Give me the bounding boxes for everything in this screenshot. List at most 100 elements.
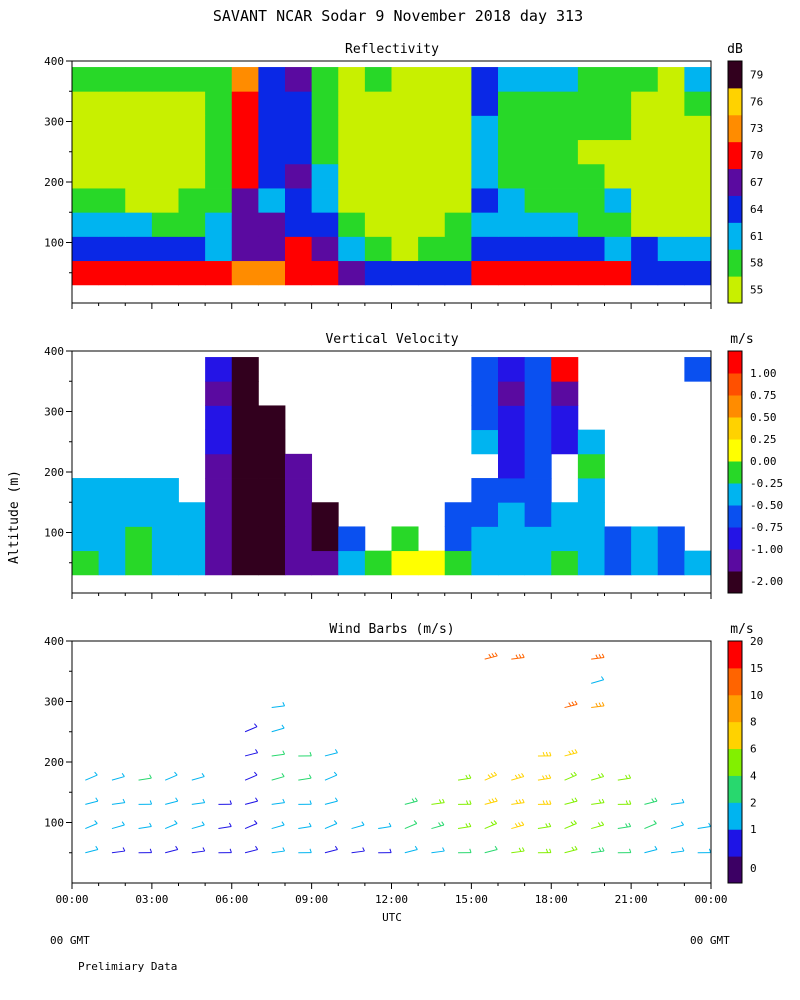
heatmap-cell — [498, 139, 526, 165]
colorbar-segment — [728, 748, 742, 776]
heatmap-cell — [258, 526, 286, 552]
barb-shaft — [644, 823, 657, 830]
heatmap-cell — [205, 453, 233, 479]
wind-barb — [191, 847, 206, 854]
heatmap-cell — [418, 139, 446, 165]
barb-flag — [625, 774, 628, 779]
heatmap-cell — [151, 91, 179, 116]
heatmap-cell — [524, 115, 552, 141]
wind-barb — [591, 798, 605, 805]
wind-barb — [511, 847, 525, 854]
heatmap-cell — [524, 67, 552, 92]
heatmap-cell — [604, 139, 632, 165]
heatmap-cell — [205, 429, 233, 455]
colorbar-label: 76 — [750, 95, 763, 108]
barb-flag — [518, 847, 522, 852]
y-tick-label: 400 — [44, 55, 64, 68]
barb-flag — [521, 821, 525, 826]
wind-barb — [324, 797, 338, 805]
heatmap-cell — [577, 550, 605, 576]
barb-flag — [468, 774, 472, 779]
vertical-velocity-colorbar: -2.00 -1.00 -0.75 -0.50 -0.25 0.00 0.25 0.50 0.7… — [727, 350, 783, 594]
heatmap-cell — [205, 139, 233, 165]
x-tick-label: 03:00 — [135, 893, 168, 906]
heatmap-cell — [577, 478, 605, 503]
heatmap-cell — [471, 502, 499, 527]
barb-shaft — [191, 824, 205, 830]
heatmap-cell — [151, 188, 179, 213]
heatmap-cell — [444, 188, 472, 213]
heatmap-cell — [498, 163, 526, 189]
wind-barb — [244, 845, 259, 854]
heatmap-cell — [338, 188, 366, 213]
colorbar-label: 15 — [750, 662, 763, 675]
colorbar-label: 0 — [750, 862, 757, 875]
barb-flag — [571, 846, 575, 851]
barb-flag — [549, 751, 552, 756]
heatmap-cell — [205, 163, 233, 189]
barb-flag — [601, 798, 605, 803]
barb-shaft — [351, 824, 365, 830]
barb-shaft — [244, 726, 258, 733]
barb-shaft — [218, 825, 232, 830]
heatmap-cell — [338, 67, 366, 92]
heatmap-cell — [98, 526, 126, 552]
heatmap-cell — [418, 236, 446, 262]
wind-barb — [164, 820, 178, 830]
barb-flag — [574, 845, 578, 850]
barb-shaft — [670, 802, 685, 805]
heatmap-cell — [205, 550, 233, 576]
heatmap-cell — [631, 236, 659, 262]
heatmap-cell — [418, 212, 446, 237]
barb-shaft — [617, 777, 631, 781]
axes-frame: 100 200 300 400 00:00 03:00 06:00 09:00 12:00 15:… — [44, 635, 727, 906]
figure-title: SAVANT NCAR Sodar 9 November 2018 day 31… — [213, 7, 583, 25]
barb-flag — [574, 700, 578, 705]
heatmap-cell — [418, 260, 446, 286]
barb-flag — [388, 822, 392, 827]
axes-frame: 100 200 300 400 — [44, 345, 712, 599]
heatmap-cell — [551, 115, 579, 141]
colorbar-segment — [728, 395, 742, 418]
heatmap-cell — [338, 236, 366, 262]
wind-barb — [697, 822, 711, 830]
heatmap-cell — [205, 91, 233, 116]
heatmap-cell — [524, 429, 552, 455]
heatmap-cell — [604, 67, 632, 92]
barb-flag — [490, 821, 495, 826]
wind-barb — [484, 820, 498, 830]
wind-barb — [670, 847, 685, 854]
heatmap-cell — [551, 139, 579, 165]
wind-barb — [378, 848, 392, 854]
heatmap-cell — [444, 260, 472, 286]
barb-flag — [681, 847, 685, 852]
heatmap-cell — [631, 212, 659, 237]
heatmap-cell — [684, 67, 712, 92]
barb-flag — [149, 774, 152, 779]
colorbar-segment — [728, 667, 742, 696]
heatmap-cell — [72, 139, 100, 165]
heatmap-cell — [471, 212, 499, 237]
barb-flag — [629, 848, 632, 853]
heatmap-cell — [524, 163, 552, 189]
wind-barb — [218, 822, 232, 830]
heatmap-cell — [285, 91, 313, 116]
heatmap-cell — [471, 550, 499, 576]
heatmap-cell — [498, 429, 526, 455]
altitude-axis-label: Altitude (m) — [7, 470, 22, 564]
barb-flag — [175, 845, 179, 850]
barb-flag — [549, 800, 552, 805]
heatmap-cell — [577, 139, 605, 165]
x-tick-label: 12:00 — [375, 893, 408, 906]
heatmap-cell — [311, 260, 339, 286]
barb-flag — [570, 773, 574, 777]
barb-shaft — [591, 656, 605, 660]
heatmap-cell — [364, 550, 392, 576]
heatmap-cell — [524, 188, 552, 213]
heatmap-cell — [604, 526, 632, 552]
barb-flag — [309, 848, 312, 853]
heatmap-cell — [285, 67, 313, 92]
barb-shaft — [85, 800, 99, 805]
barb-flag — [517, 773, 522, 778]
